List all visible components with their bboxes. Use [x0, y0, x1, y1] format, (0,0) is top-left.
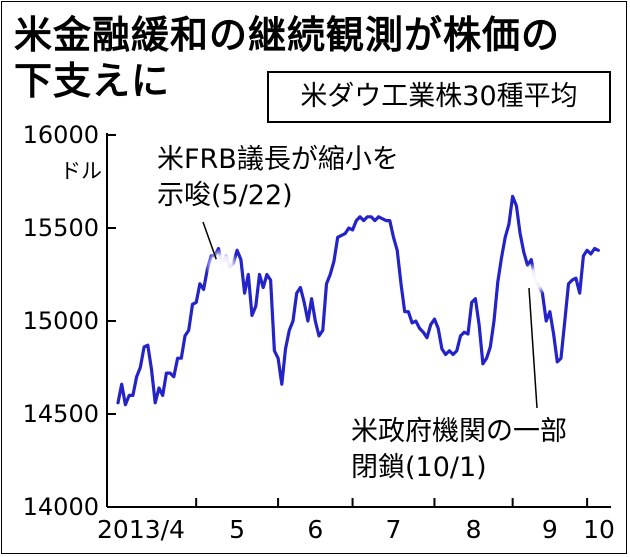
x-tick-label: 10	[583, 515, 615, 544]
annotation-leader-line	[202, 221, 217, 260]
y-tick-label: 15500	[23, 214, 99, 242]
chart-title: 米ダウ工業株30種平均	[267, 71, 611, 123]
annotation-text: 米政府機関の一部	[351, 416, 567, 447]
y-tick-label: 14000	[23, 493, 99, 521]
y-tick-label: 16000	[23, 121, 99, 149]
annotation-text: 米FRB議長が縮小を	[157, 144, 399, 175]
dow-price-line	[116, 194, 600, 407]
x-tick-label: 9	[542, 515, 558, 544]
y-tick-label: 15000	[23, 307, 99, 335]
x-tick-label: 2013/4	[97, 515, 185, 544]
highlight-glow	[515, 263, 550, 298]
y-tick-label: 14500	[23, 400, 99, 428]
annotation-text: 示唆(5/22)	[157, 180, 293, 211]
headline-line-1: 米金融緩和の継続観測が株価の	[14, 13, 561, 57]
x-tick-label: 5	[229, 515, 245, 544]
x-tick-label: 6	[307, 515, 323, 544]
annotation-leader-line	[528, 288, 538, 409]
highlight-glow	[205, 248, 240, 283]
headline-line-2: 下支えに	[14, 59, 171, 103]
y-unit-label: ドル	[60, 159, 102, 183]
x-tick-label: 8	[466, 515, 482, 544]
x-tick-label: 7	[386, 515, 402, 544]
annotation-text: 閉鎖(10/1)	[351, 452, 487, 483]
